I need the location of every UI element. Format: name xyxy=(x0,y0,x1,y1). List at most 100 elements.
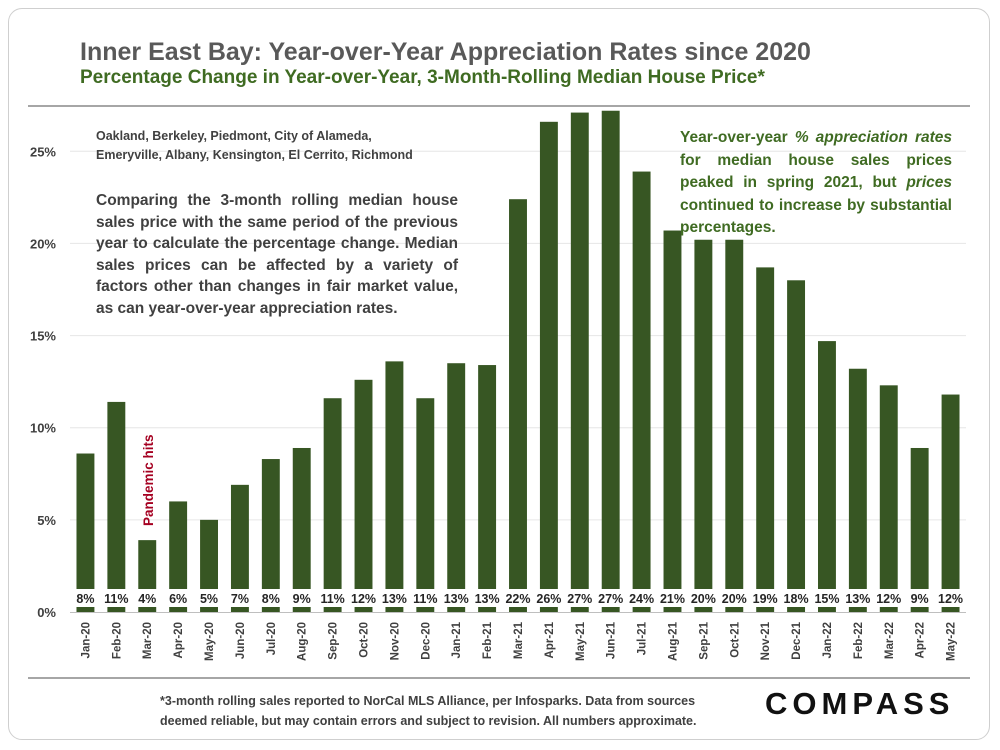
bar xyxy=(200,519,218,612)
data-label-bg xyxy=(289,589,315,607)
bar xyxy=(879,385,898,612)
bar xyxy=(941,394,960,612)
data-label: 27% xyxy=(567,592,592,606)
data-label: 27% xyxy=(598,592,623,606)
data-label-bg xyxy=(907,589,933,607)
x-tick-label: Jan-22 xyxy=(822,622,834,658)
data-label-bg xyxy=(381,589,407,607)
footnote: *3-month rolling sales reported to NorCa… xyxy=(160,694,697,728)
data-label: 9% xyxy=(293,592,311,606)
bar xyxy=(107,401,126,612)
x-tick-label: Oct-20 xyxy=(359,622,371,658)
peak-note-part1: Year-over-year xyxy=(680,129,795,146)
peak-note-part3: for median house sales prices peaked in … xyxy=(680,151,952,192)
data-label-bg xyxy=(320,589,346,607)
y-tick-label: 20% xyxy=(30,236,56,251)
bar xyxy=(818,341,836,612)
x-tick-label: Aug-21 xyxy=(667,621,679,661)
data-label: 13% xyxy=(382,592,407,606)
data-label-bg xyxy=(845,589,871,607)
data-label-bg xyxy=(227,589,253,607)
chart-subtitle: Percentage Change in Year-over-Year, 3-M… xyxy=(80,67,765,88)
x-tick-label: Jul-20 xyxy=(266,622,278,655)
data-label: 9% xyxy=(911,592,929,606)
data-label-bg xyxy=(752,589,778,607)
y-tick-label: 15% xyxy=(30,329,56,344)
data-label-bg xyxy=(134,589,160,607)
data-label: 12% xyxy=(938,592,963,606)
bar xyxy=(570,112,589,612)
data-label: 11% xyxy=(104,592,128,606)
x-tick-label: Jan-21 xyxy=(451,621,463,658)
x-axis: Jan-20 Feb-20 Mar-20 Apr-20 May-20 Jun-20 Jul-… xyxy=(70,612,966,661)
data-label: 20% xyxy=(691,592,716,606)
bar xyxy=(323,398,342,612)
data-label-bg xyxy=(351,589,376,607)
data-label-bg xyxy=(412,589,438,607)
data-label-bg xyxy=(196,589,222,607)
x-tick-label: Apr-21 xyxy=(544,621,556,658)
data-label: 13% xyxy=(444,592,469,606)
x-tick-label: Jun-20 xyxy=(235,622,247,659)
bar xyxy=(416,398,435,612)
x-tick-label: Mar-22 xyxy=(884,622,896,659)
bar xyxy=(663,230,682,612)
peak-note-part2: % appreciation rates xyxy=(794,129,952,146)
data-label-bg xyxy=(505,589,531,607)
bar xyxy=(756,267,775,612)
bar xyxy=(509,199,527,612)
data-label: 7% xyxy=(231,592,249,606)
data-label-bg xyxy=(443,589,469,607)
x-tick-label: Jan-20 xyxy=(80,622,92,658)
bar xyxy=(385,361,404,612)
y-axis: 0% 5% 10% 15% 20% 25% xyxy=(30,144,56,620)
x-tick-label: Feb-20 xyxy=(111,622,123,659)
footer-divider xyxy=(28,677,970,679)
y-tick-label: 0% xyxy=(37,605,56,620)
y-tick-label: 10% xyxy=(30,421,56,436)
data-label-bg xyxy=(660,589,685,607)
data-label: 8% xyxy=(76,592,94,606)
x-tick-label: Feb-22 xyxy=(853,622,865,659)
bar xyxy=(292,447,311,612)
data-label: 8% xyxy=(262,592,280,606)
data-label-bg xyxy=(629,589,655,607)
data-label-bg xyxy=(258,589,284,607)
data-label: 20% xyxy=(722,592,747,606)
x-tick-label: May-21 xyxy=(575,621,587,661)
bar xyxy=(848,368,867,612)
x-tick-label: Nov-21 xyxy=(760,621,772,660)
data-label: 26% xyxy=(536,592,561,606)
data-label-bg xyxy=(567,589,593,607)
y-tick-label: 25% xyxy=(30,144,56,159)
bar xyxy=(447,363,466,612)
data-label-bg xyxy=(814,589,840,607)
data-label-bg xyxy=(783,589,809,607)
x-tick-label: Jun-21 xyxy=(606,621,618,659)
data-label: 5% xyxy=(200,592,218,606)
x-tick-label: Mar-20 xyxy=(142,622,154,659)
x-tick-label: Mar-21 xyxy=(513,621,525,659)
data-label-bg xyxy=(474,589,500,607)
bar xyxy=(76,453,95,612)
x-tick-label: May-20 xyxy=(204,622,216,661)
peak-note-part4: prices xyxy=(906,174,952,191)
bar xyxy=(725,239,744,612)
bar xyxy=(261,459,280,612)
bars: 8% 11% 4% 6% 5% 7% 8% 9% 11% 12% 13% 11% 13% 13% 22% 26… xyxy=(73,110,963,613)
y-tick-label: 5% xyxy=(37,513,56,528)
appreciation-bar-chart: 0% 5% 10% 15% 20% 25% 8% 11% 4% 6% 5% 7% 8% 9% 11% 12%… xyxy=(30,110,966,661)
data-label: 15% xyxy=(814,592,839,606)
bar xyxy=(230,484,249,612)
data-label-bg xyxy=(690,589,716,607)
peak-note: Year-over-year % appreciation rates for … xyxy=(680,127,952,240)
areas-note: Oakland, Berkeley, Piedmont, City of Ala… xyxy=(96,129,413,162)
data-label: 13% xyxy=(845,592,870,606)
bar xyxy=(169,501,188,612)
x-tick-label: Jul-21 xyxy=(637,621,649,655)
data-label-bg xyxy=(165,589,191,607)
x-tick-label: May-22 xyxy=(946,622,958,661)
data-label: 18% xyxy=(784,592,809,606)
bar xyxy=(478,365,497,612)
methodology-note: Comparing the 3-month rolling median hou… xyxy=(96,192,458,317)
